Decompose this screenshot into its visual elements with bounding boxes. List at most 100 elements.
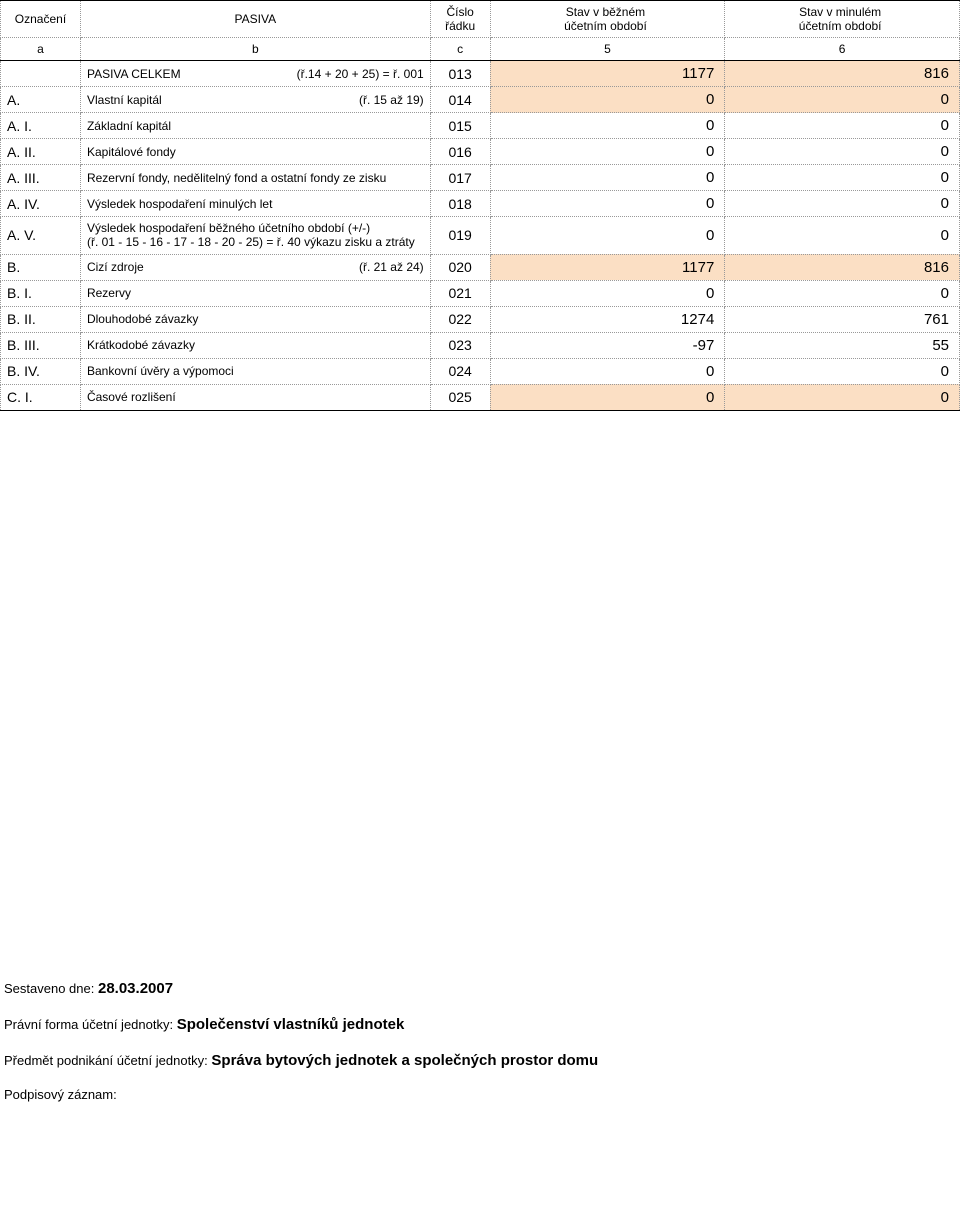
cell-current: 0 — [490, 280, 725, 306]
sub-a: a — [1, 38, 81, 61]
cell-cislo: 014 — [430, 87, 490, 113]
table-row: A. III.Rezervní fondy, nedělitelný fond … — [1, 165, 960, 191]
cell-desc-text: Cizí zdroje — [87, 260, 144, 274]
cell-oznaceni: C. I. — [1, 384, 81, 410]
cell-prev: 0 — [725, 217, 960, 255]
cell-current: 1177 — [490, 254, 725, 280]
table-row: A. V.Výsledek hospodaření běžného účetní… — [1, 217, 960, 255]
cell-desc-text: Kapitálové fondy — [87, 145, 424, 159]
cell-desc-text: Časové rozlišení — [87, 390, 424, 404]
cell-desc-text: Dlouhodobé závazky — [87, 312, 424, 326]
cell-current: 0 — [490, 113, 725, 139]
cell-prev: 0 — [725, 280, 960, 306]
footer-date-line: Sestaveno dne: 28.03.2007 — [4, 971, 956, 1007]
cell-cislo: 024 — [430, 358, 490, 384]
cell-prev: 0 — [725, 113, 960, 139]
cell-cislo: 021 — [430, 280, 490, 306]
cell-oznaceni: A. I. — [1, 113, 81, 139]
cell-current: -97 — [490, 332, 725, 358]
cell-oznaceni: B. III. — [1, 332, 81, 358]
cell-desc-text: Rezervy — [87, 286, 424, 300]
header-prev: Stav v minulém účetním období — [725, 1, 960, 38]
cell-prev: 816 — [725, 61, 960, 87]
cell-desc-text: Krátkodobé závazky — [87, 338, 424, 352]
table-row: A. II.Kapitálové fondy01600 — [1, 139, 960, 165]
cell-current: 1274 — [490, 306, 725, 332]
table-row: A.Vlastní kapitál(ř. 15 až 19)01400 — [1, 87, 960, 113]
header-row-1: Označení PASIVA Číslo řádku Stav v běžné… — [1, 1, 960, 38]
footer-sign-line: Podpisový záznam: — [4, 1079, 956, 1110]
footer-date-label: Sestaveno dne: — [4, 981, 94, 996]
cell-desc-text: PASIVA CELKEM — [87, 67, 181, 81]
cell-cislo: 022 — [430, 306, 490, 332]
table-row: A. I.Základní kapitál01500 — [1, 113, 960, 139]
table-row: C. I.Časové rozlišení02500 — [1, 384, 960, 410]
cell-prev: 0 — [725, 358, 960, 384]
header-cislo: Číslo řádku — [430, 1, 490, 38]
cell-cislo: 025 — [430, 384, 490, 410]
table-row: B. IV.Bankovní úvěry a výpomoci02400 — [1, 358, 960, 384]
cell-desc: Bankovní úvěry a výpomoci — [80, 358, 430, 384]
header-current: Stav v běžném účetním období — [490, 1, 725, 38]
table-row: A. IV. Výsledek hospodaření minulých let 0… — [1, 191, 960, 217]
table-row: B. II. Dlouhodobé závazky 0221274761 — [1, 306, 960, 332]
table-row: B.Cizí zdroje(ř. 21 až 24)0201177816 — [1, 254, 960, 280]
cell-desc-text: Výsledek hospodaření minulých let — [87, 197, 424, 211]
header-pasiva: PASIVA — [80, 1, 430, 38]
cell-desc-text: Bankovní úvěry a výpomoci — [87, 364, 424, 378]
cell-prev: 816 — [725, 254, 960, 280]
cell-desc: Výsledek hospodaření minulých let — [80, 191, 430, 217]
cell-oznaceni: A. IV. — [1, 191, 81, 217]
cell-desc-text: Výsledek hospodaření běžného účetního ob… — [87, 221, 424, 250]
cell-desc-text: Základní kapitál — [87, 119, 424, 133]
cell-oznaceni: B. I. — [1, 280, 81, 306]
cell-oznaceni: A. V. — [1, 217, 81, 255]
cell-cislo: 013 — [430, 61, 490, 87]
cell-desc: Vlastní kapitál (ř. 15 až 19) — [80, 87, 430, 113]
cell-current: 0 — [490, 384, 725, 410]
footer-form-label: Právní forma účetní jednotky: — [4, 1017, 173, 1032]
footer-form-line: Právní forma účetní jednotky: Společenst… — [4, 1007, 956, 1043]
sub-c: c — [430, 38, 490, 61]
pasiva-table: Označení PASIVA Číslo řádku Stav v běžné… — [0, 0, 960, 411]
cell-desc-text: Rezervní fondy, nedělitelný fond a ostat… — [87, 171, 424, 185]
cell-oznaceni: B. II. — [1, 306, 81, 332]
table-body: PASIVA CELKEM(ř.14 + 20 + 25) = ř. 00101… — [1, 61, 960, 411]
cell-cislo: 017 — [430, 165, 490, 191]
footer-subject-line: Předmět podnikání účetní jednotky: Správ… — [4, 1043, 956, 1079]
cell-prev: 0 — [725, 165, 960, 191]
cell-desc: PASIVA CELKEM (ř.14 + 20 + 25) = ř. 001 — [80, 61, 430, 87]
cell-desc-text: Vlastní kapitál — [87, 93, 162, 107]
footer-subject-value: Správa bytových jednotek a společných pr… — [211, 1052, 598, 1069]
cell-desc: Kapitálové fondy — [80, 139, 430, 165]
cell-prev: 0 — [725, 139, 960, 165]
cell-cislo: 015 — [430, 113, 490, 139]
cell-cislo: 023 — [430, 332, 490, 358]
cell-formula: (ř.14 + 20 + 25) = ř. 001 — [297, 67, 424, 81]
cell-desc: Krátkodobé závazky — [80, 332, 430, 358]
footer-date-value: 28.03.2007 — [98, 980, 173, 997]
cell-formula: (ř. 21 až 24) — [359, 260, 424, 274]
cell-prev: 0 — [725, 384, 960, 410]
header-oznaceni: Označení — [1, 1, 81, 38]
cell-formula: (ř. 15 až 19) — [359, 93, 424, 107]
sub-b: b — [80, 38, 430, 61]
cell-prev: 55 — [725, 332, 960, 358]
table-row: B. III. Krátkodobé závazky 023-9755 — [1, 332, 960, 358]
footer-form-value: Společenství vlastníků jednotek — [177, 1016, 405, 1033]
cell-current: 0 — [490, 87, 725, 113]
cell-current: 1177 — [490, 61, 725, 87]
cell-cislo: 019 — [430, 217, 490, 255]
cell-oznaceni: B. — [1, 254, 81, 280]
table-row: B. I.Rezervy02100 — [1, 280, 960, 306]
cell-prev: 761 — [725, 306, 960, 332]
cell-prev: 0 — [725, 191, 960, 217]
cell-desc: Rezervy — [80, 280, 430, 306]
cell-desc: Časové rozlišení — [80, 384, 430, 410]
cell-current: 0 — [490, 191, 725, 217]
sub-6: 6 — [725, 38, 960, 61]
cell-cislo: 016 — [430, 139, 490, 165]
header-row-2: a b c 5 6 — [1, 38, 960, 61]
cell-current: 0 — [490, 358, 725, 384]
cell-prev: 0 — [725, 87, 960, 113]
